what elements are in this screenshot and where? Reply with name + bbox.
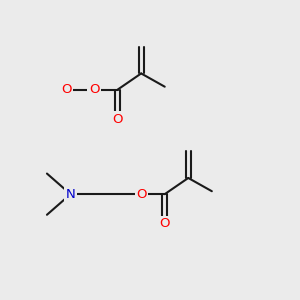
Text: O: O [112, 112, 123, 126]
Text: N: N [66, 188, 75, 201]
Text: O: O [136, 188, 146, 201]
Text: O: O [160, 217, 170, 230]
Text: O: O [89, 83, 99, 96]
Text: O: O [61, 83, 71, 96]
